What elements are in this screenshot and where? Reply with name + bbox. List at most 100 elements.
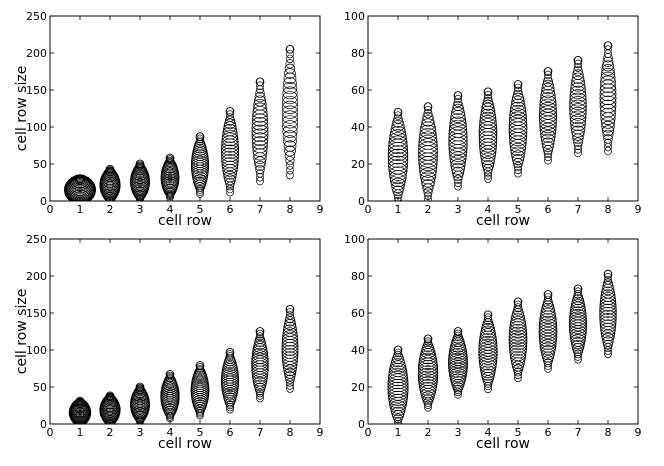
bubble-point — [538, 324, 558, 339]
bubble-cluster-group — [387, 41, 617, 201]
bubble-point — [71, 399, 89, 414]
bubble-point — [541, 137, 555, 149]
x-tick-label: 9 — [317, 426, 324, 439]
bubble-point — [602, 281, 614, 292]
bubble-point — [282, 120, 298, 134]
bubble-point — [570, 118, 586, 131]
bubble-point — [195, 364, 205, 374]
bubble-point — [481, 320, 495, 332]
bubble-point — [509, 344, 527, 359]
bubble-column-4 — [160, 153, 180, 201]
bubble-point — [100, 171, 120, 187]
bubble-point — [452, 100, 464, 112]
x-axis-title: cell row — [476, 213, 530, 229]
x-tick-label: 8 — [605, 426, 612, 439]
bubble-point — [253, 152, 267, 164]
bubble-point — [251, 132, 269, 146]
y-tick-label: 20 — [351, 158, 365, 171]
x-tick-label: 3 — [455, 203, 462, 216]
x-tick-label: 0 — [47, 426, 54, 439]
bubble-point — [392, 185, 404, 197]
bubble-point — [221, 154, 239, 169]
bubble-point — [540, 89, 556, 102]
x-tick-label: 2 — [107, 203, 114, 216]
bubble-point — [448, 357, 468, 373]
bubble-point — [190, 381, 210, 396]
x-tick-label: 4 — [167, 426, 174, 439]
bubble-point — [192, 143, 208, 156]
bubble-point — [69, 401, 91, 417]
bubble-point — [417, 360, 439, 376]
bubble-point — [390, 126, 406, 140]
bubble-column-5 — [508, 297, 528, 383]
x-tick-label: 6 — [545, 426, 552, 439]
bubble-point — [284, 145, 296, 157]
bubble-point — [511, 150, 525, 163]
bubble-point — [282, 86, 298, 100]
bubble-point — [484, 90, 492, 100]
bubble-point — [604, 138, 612, 148]
bubble-point-max — [543, 290, 553, 299]
bubble-point — [194, 138, 206, 149]
bubble-point — [252, 106, 268, 119]
bubble-point — [286, 308, 294, 317]
bubble-point — [253, 156, 267, 168]
bubble-point — [478, 338, 498, 354]
bubble-point — [513, 86, 523, 96]
bubble-point — [163, 159, 177, 172]
bubble-column-5 — [508, 80, 528, 178]
bubble-point — [130, 170, 150, 186]
bubble-point — [574, 287, 582, 296]
bubble-point — [542, 141, 554, 152]
bubble-point — [540, 305, 556, 318]
bubble-point — [391, 120, 405, 132]
x-tick-label: 6 — [227, 203, 234, 216]
bubble-point — [284, 63, 296, 74]
bubble-point — [539, 335, 557, 350]
bubble-point — [448, 360, 468, 376]
bubble-point — [599, 310, 617, 324]
bubble-point — [281, 105, 299, 119]
bubble-point — [224, 118, 236, 130]
bubble-point — [542, 76, 554, 87]
bubble-point — [484, 313, 492, 322]
bubble-point — [512, 154, 524, 166]
x-tick-label: 5 — [515, 203, 522, 216]
bubble-point — [387, 152, 409, 168]
bubble-point — [601, 120, 615, 133]
bubble-point — [160, 167, 180, 182]
plot-frame — [49, 238, 321, 425]
bubble-point — [281, 345, 299, 359]
bubble-point — [541, 82, 555, 95]
bubble-point — [133, 386, 147, 399]
bubble-point — [454, 178, 462, 187]
bubble-point — [601, 60, 615, 72]
bubble-point — [100, 398, 120, 414]
bubble-point — [420, 175, 436, 188]
x-tick-label: 0 — [47, 203, 54, 216]
bubble-point — [191, 149, 209, 164]
bubble-point-max — [135, 382, 145, 392]
bubble-point — [483, 167, 493, 177]
bubble-point — [283, 77, 297, 90]
bubble-point — [286, 161, 294, 170]
bubble-point — [221, 160, 239, 174]
bubble-point — [254, 91, 266, 103]
bubble-point — [417, 370, 439, 387]
bubble-point — [451, 103, 465, 116]
bubble-point — [512, 158, 524, 169]
bubble-point — [420, 171, 436, 185]
bubble-point — [220, 144, 240, 159]
bubble-point — [572, 294, 584, 306]
bubble-point — [101, 170, 119, 185]
bubble-point — [603, 275, 612, 285]
bubble-point — [286, 49, 294, 59]
bubble-point — [164, 157, 176, 168]
bubble-point — [223, 357, 237, 369]
bubble-point — [482, 163, 494, 174]
bubble-point — [478, 341, 498, 357]
x-tick-label: 9 — [317, 203, 324, 216]
bubble-point — [101, 395, 119, 410]
bubble-point — [480, 325, 496, 339]
bubble-point — [256, 81, 264, 90]
